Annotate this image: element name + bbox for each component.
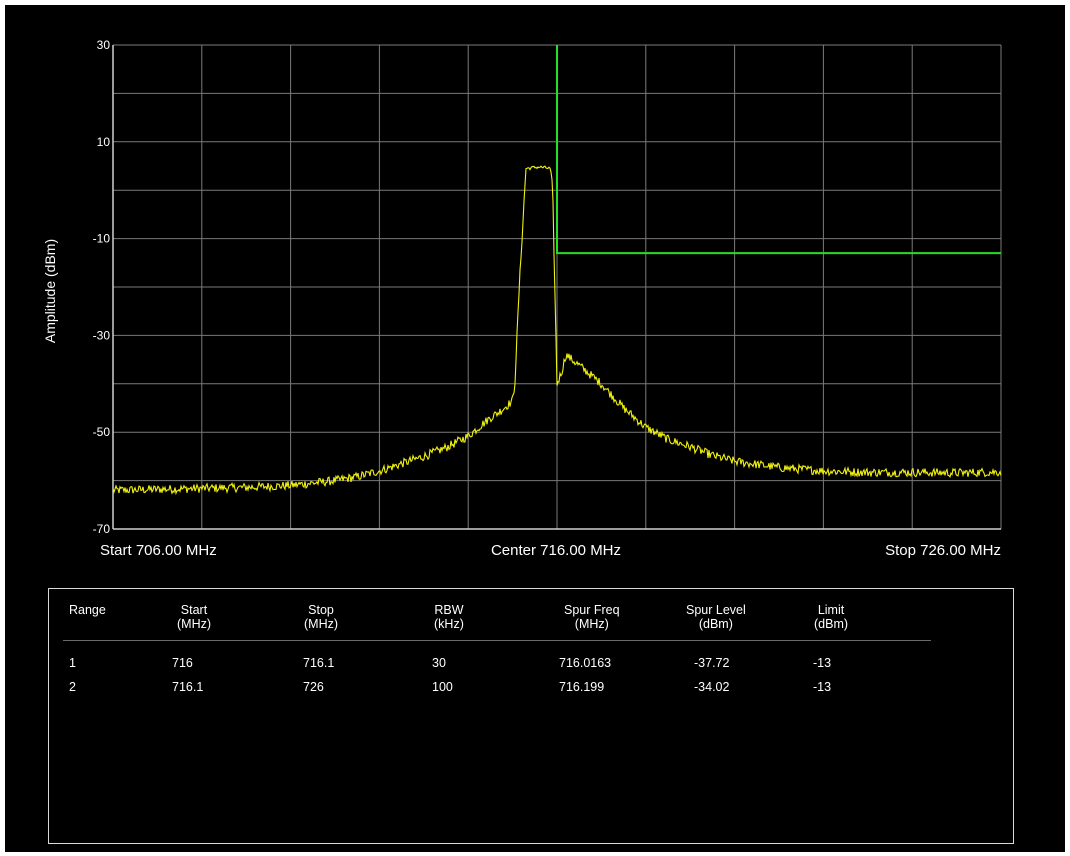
x-label-stop: Stop 726.00 MHz — [885, 542, 1001, 559]
table-cell: 716.1 — [303, 656, 335, 670]
y-tick-label: 10 — [97, 135, 111, 149]
table-cell: 30 — [432, 656, 446, 670]
table-cell: -13 — [813, 656, 832, 670]
y-axis-ticks: 30 10 -10 -30 -50 -70 — [93, 38, 111, 536]
spur-results-table: Range Start (MHz) Stop (MHz) RBW (kHz) Spur Fre… — [48, 588, 1014, 844]
column-header: Stop (MHz) — [304, 603, 339, 631]
analyzer-screen: 30 10 -10 -30 -50 -70 Start 706.00 MHz Center… — [5, 5, 1065, 852]
y-tick-label: -50 — [93, 425, 111, 439]
table-cell: 716.1 — [172, 680, 204, 694]
column-header: Start (MHz) — [177, 603, 212, 631]
spectrum-trace-line — [112, 165, 1002, 496]
table-cell: 726 — [303, 680, 324, 694]
header-divider — [63, 640, 931, 641]
column-header: Range — [69, 603, 106, 617]
table-cell: 2 — [69, 680, 76, 694]
y-tick-label: -30 — [93, 328, 111, 342]
table-cell: 716.199 — [559, 680, 605, 694]
table-cell: 100 — [432, 680, 453, 694]
table-cell: 716 — [172, 656, 193, 670]
limit-line — [556, 45, 1001, 255]
column-header: Limit (dBm) — [814, 603, 849, 631]
table-cell: -13 — [813, 680, 832, 694]
chart-series — [112, 45, 1002, 496]
column-header: Spur Freq (MHz) — [564, 603, 620, 631]
spectrum-chart: 30 10 -10 -30 -50 -70 Start 706.00 MHz Center… — [42, 38, 1002, 559]
x-label-start: Start 706.00 MHz — [100, 542, 217, 559]
column-header: Spur Level (dBm) — [686, 603, 746, 631]
column-header: RBW (kHz) — [434, 603, 464, 631]
y-axis-label: Amplitude (dBm) — [42, 239, 58, 343]
y-tick-label: -10 — [93, 232, 111, 246]
x-axis-labels: Start 706.00 MHz Center 716.00 MHz Stop … — [100, 542, 1001, 559]
table-cell: 716.0163 — [559, 656, 612, 670]
table-cell: -34.02 — [694, 680, 730, 694]
y-tick-label: -70 — [93, 522, 111, 536]
table-cell: 1 — [69, 656, 76, 670]
x-label-center: Center 716.00 MHz — [491, 542, 621, 559]
y-tick-label: 30 — [97, 38, 111, 52]
table-cell: -37.72 — [694, 656, 730, 670]
